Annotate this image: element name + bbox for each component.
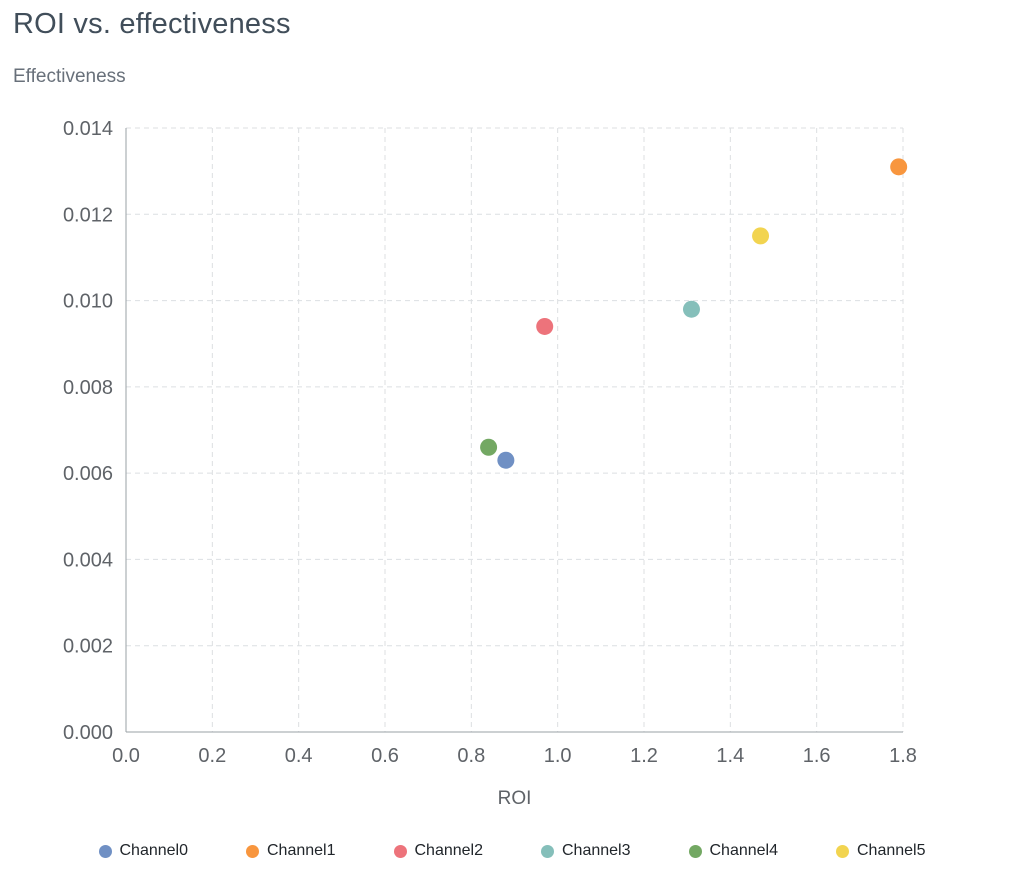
point-Channel5[interactable] (752, 227, 770, 245)
legend-label: Channel1 (267, 842, 336, 859)
legend-swatch-icon (836, 844, 849, 858)
point-Channel0[interactable] (497, 451, 515, 469)
legend-swatch-icon (98, 844, 112, 858)
legend-item-Channel2[interactable]: Channel2 (393, 842, 484, 860)
x-axis-label: ROI (497, 788, 532, 809)
legend: Channel0 Channel1 Channel2 Channel3 Channel4… (0, 842, 1024, 860)
x-tick-label: 0.0 (112, 745, 140, 767)
chart-title: ROI vs. effectiveness (13, 8, 291, 40)
x-tick-label: 0.4 (285, 745, 313, 767)
legend-item-Channel5[interactable]: Channel5 (836, 842, 926, 860)
x-tick-label: 0.2 (198, 745, 226, 767)
y-tick-label: 0.000 (63, 722, 113, 744)
x-tick-label: 1.6 (803, 745, 831, 767)
y-tick-label: 0.012 (63, 204, 113, 226)
x-tick-label: 1.4 (716, 745, 744, 767)
legend-swatch-icon (393, 844, 407, 858)
x-tick-label: 1.2 (630, 745, 658, 767)
y-tick-label: 0.006 (63, 463, 113, 485)
y-tick-label: 0.014 (63, 118, 113, 140)
y-axis-label: Effectiveness (13, 66, 126, 87)
y-tick-label: 0.002 (63, 636, 113, 658)
x-tick-label: 0.6 (371, 745, 399, 767)
legend-label: Channel3 (562, 842, 631, 859)
point-Channel2[interactable] (536, 317, 554, 335)
legend-label: Channel0 (119, 842, 189, 859)
point-Channel3[interactable] (682, 300, 700, 318)
legend-item-Channel4[interactable]: Channel4 (688, 842, 779, 860)
legend-swatch-icon (688, 844, 702, 858)
legend-swatch-icon (246, 844, 259, 858)
x-tick-label: 0.8 (457, 745, 485, 767)
legend-item-Channel3[interactable]: Channel3 (541, 842, 631, 860)
y-tick-label: 0.008 (63, 377, 113, 399)
point-Channel1[interactable] (890, 158, 908, 176)
legend-swatch-icon (541, 844, 554, 858)
x-tick-label: 1.0 (544, 745, 572, 767)
legend-label: Channel4 (709, 842, 779, 859)
point-Channel4[interactable] (480, 438, 498, 456)
y-tick-label: 0.010 (63, 291, 113, 313)
x-tick-label: 1.8 (889, 745, 917, 767)
legend-item-Channel1[interactable]: Channel1 (246, 842, 336, 860)
legend-item-Channel0[interactable]: Channel0 (98, 842, 189, 860)
legend-label: Channel5 (857, 842, 926, 859)
y-tick-label: 0.004 (63, 549, 113, 571)
legend-label: Channel2 (414, 842, 484, 859)
